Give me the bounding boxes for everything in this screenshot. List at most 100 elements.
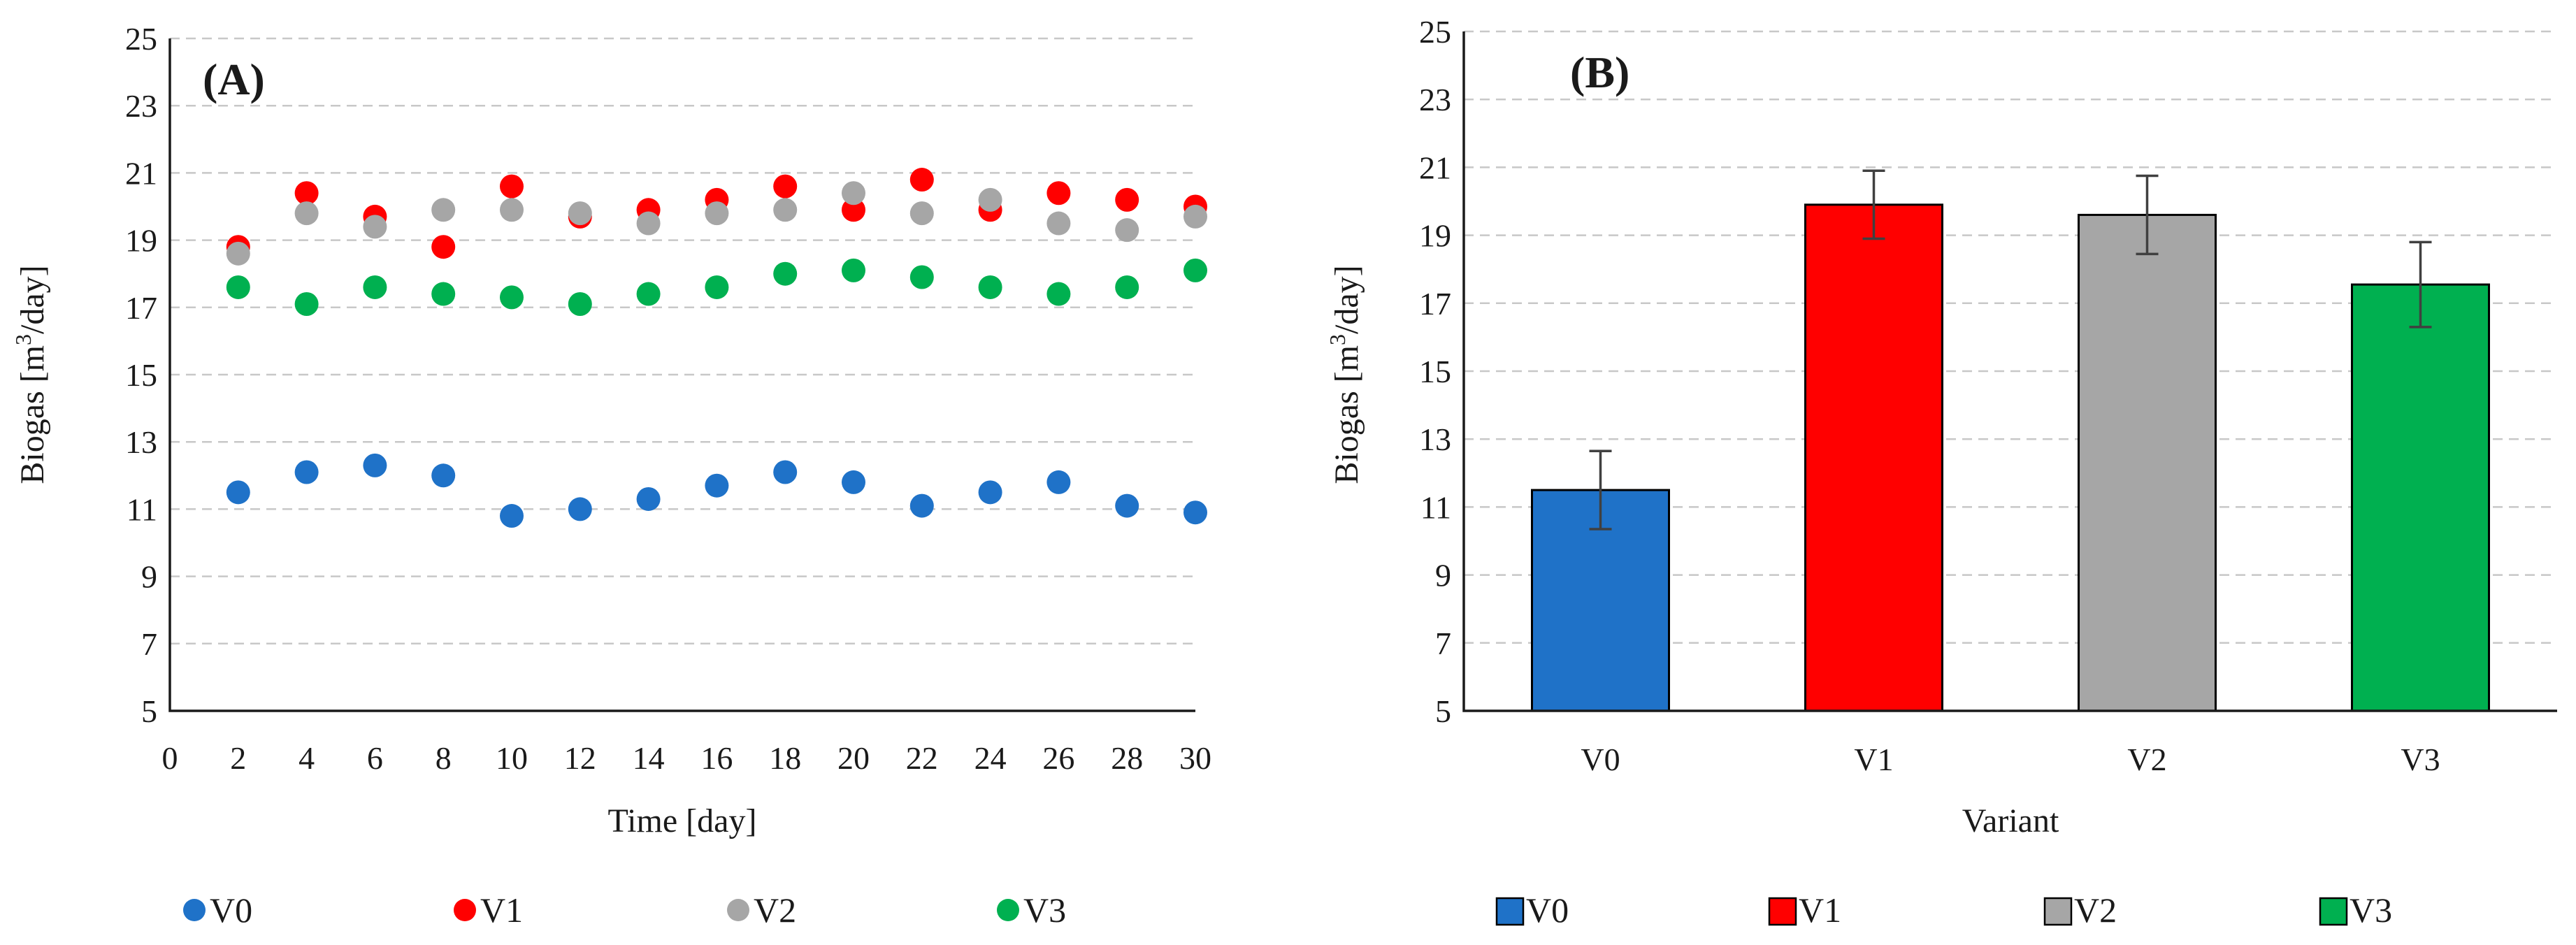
panel-a-point-v3[interactable] <box>294 291 319 316</box>
panel-b-axes <box>1462 31 2557 712</box>
panel-a-point-v2[interactable] <box>568 201 592 226</box>
panel-a-point-v1[interactable] <box>773 174 798 199</box>
panel-a-point-v1[interactable] <box>294 181 319 205</box>
panel-a-y-tick-label: 19 <box>125 223 157 259</box>
panel-a-point-v0[interactable] <box>568 497 592 521</box>
panel-a-point-v0[interactable] <box>1046 470 1071 494</box>
panel-a-x-tick-labels: 0 2 4 6 8 10 12 14 16 18 20 22 24 26 28 30 <box>162 740 1212 776</box>
panel-a-point-v2[interactable] <box>909 201 934 226</box>
panel-a-point-v1[interactable] <box>909 168 934 192</box>
panel-a-legend-marker-v1 <box>454 899 476 921</box>
panel-b-legend-item-v0[interactable]: V0 <box>1495 890 1569 930</box>
panel-b-legend-item-v1[interactable]: V1 <box>1768 890 1841 930</box>
panel-a-legend-label-v2: V2 <box>754 890 796 930</box>
panel-a-point-v2[interactable] <box>226 241 250 266</box>
panel-b-legend-label-v2: V2 <box>2074 890 2117 930</box>
panel-a-point-v0[interactable] <box>909 493 934 518</box>
panel-a-point-v3[interactable] <box>636 282 661 306</box>
panel-a-point-v0[interactable] <box>636 486 661 511</box>
panel-a-point-v2[interactable] <box>842 181 865 205</box>
panel-b-y-tick-label: 17 <box>1419 286 1451 322</box>
panel-a-legend-item-v0[interactable]: V0 <box>183 890 252 930</box>
panel-b-x-tick-label: V2 <box>2127 742 2166 777</box>
panel-a-point-v1[interactable] <box>842 198 865 222</box>
panel-a-point-v0[interactable] <box>431 463 456 488</box>
panel-b-label: (B) <box>1570 48 1629 97</box>
panel-a-point-v2[interactable] <box>705 201 729 226</box>
panel-a-point-v2[interactable] <box>636 211 661 236</box>
panel-a-point-v1[interactable] <box>1115 187 1139 212</box>
panel-a-point-v0[interactable] <box>705 473 729 498</box>
panel-a-legend-item-v3[interactable]: V3 <box>997 890 1066 930</box>
panel-a-point-v0[interactable] <box>842 470 865 494</box>
panel-b-bar-v2[interactable] <box>2078 213 2217 712</box>
panel-a-point-v2[interactable] <box>1115 218 1139 243</box>
panel-b-y-tick-labels: 5 7 9 11 13 15 17 19 21 23 25 <box>1419 14 1451 729</box>
panel-a-point-v3[interactable] <box>978 275 1002 299</box>
panel-a-x-tick-label: 26 <box>1042 740 1074 776</box>
panel-b-y-tick-label: 19 <box>1419 218 1451 254</box>
panel-a-point-v2[interactable] <box>1046 211 1071 236</box>
panel-a-y-tick-label: 17 <box>125 290 157 326</box>
panel-b-error-bar-v0 <box>1589 449 1612 531</box>
panel-a-point-v3[interactable] <box>773 261 798 286</box>
panel-b-y-tick-label: 9 <box>1435 558 1451 593</box>
panel-b-legend-swatch-v1 <box>1768 897 1797 926</box>
panel-b-bar-chart: 5 7 9 11 13 15 17 19 21 23 25 V0 V1 V2 V3 (B) Variant… <box>1325 14 2557 930</box>
panel-a-point-v2[interactable] <box>431 198 456 222</box>
panel-a-x-tick-label: 28 <box>1111 740 1143 776</box>
panel-a-y-tick-label: 13 <box>125 424 157 460</box>
panel-a-point-v0[interactable] <box>1183 500 1207 525</box>
panel-b-legend-item-v3[interactable]: V3 <box>2319 890 2392 930</box>
panel-a-point-v0[interactable] <box>978 480 1002 505</box>
panel-b-bar-v1[interactable] <box>1804 203 1943 712</box>
panel-a-point-v3[interactable] <box>568 291 592 316</box>
panel-a-point-v3[interactable] <box>705 275 729 299</box>
panel-a-point-v3[interactable] <box>1115 275 1139 299</box>
panel-a-point-v0[interactable] <box>294 460 319 484</box>
panel-b-bar-v3[interactable] <box>2351 283 2490 712</box>
panel-a-x-tick-label: 16 <box>700 740 733 776</box>
panel-b-x-tick-labels: V0 V1 V2 V3 <box>1581 742 2440 777</box>
panel-b-y-tick-label: 21 <box>1419 150 1451 185</box>
panel-a-point-v3[interactable] <box>500 285 524 310</box>
panel-a-point-v2[interactable] <box>363 215 387 239</box>
panel-b-legend: V0 V1 V2 V3 <box>1495 890 2392 930</box>
panel-b-x-tick-label: V1 <box>1854 742 1893 777</box>
panel-a-point-v3[interactable] <box>1046 282 1071 306</box>
panel-a-x-tick-label: 10 <box>496 740 528 776</box>
panel-a-x-tick-label: 30 <box>1179 740 1211 776</box>
panel-a-point-v1[interactable] <box>500 174 524 199</box>
panel-a-x-tick-label: 0 <box>162 740 178 776</box>
panel-a-legend-item-v1[interactable]: V1 <box>454 890 523 930</box>
panel-a-point-v0[interactable] <box>363 453 387 477</box>
panel-a-point-v0[interactable] <box>500 504 524 528</box>
panel-a-y-tick-label: 9 <box>141 559 157 595</box>
panel-a-point-v2[interactable] <box>294 201 319 226</box>
panel-b-legend-swatch-v3 <box>2319 897 2348 926</box>
panel-a-point-v3[interactable] <box>842 258 865 282</box>
panel-a-point-v0[interactable] <box>226 480 250 505</box>
panel-a-point-v1[interactable] <box>1046 181 1071 205</box>
panel-a-legend-item-v2[interactable]: V2 <box>727 890 796 930</box>
panel-a-point-v2[interactable] <box>500 198 524 222</box>
panel-a-point-v2[interactable] <box>1183 204 1207 229</box>
panel-a-point-v3[interactable] <box>909 265 934 289</box>
panel-b-legend-item-v2[interactable]: V2 <box>2043 890 2117 930</box>
panel-a-point-v0[interactable] <box>773 460 798 484</box>
panel-a-point-v3[interactable] <box>1183 258 1207 282</box>
panel-a-point-v3[interactable] <box>226 275 250 299</box>
panel-a-point-v1[interactable] <box>431 235 456 259</box>
panel-b-y-tick-label: 23 <box>1419 82 1451 117</box>
panel-a-label: (A) <box>203 55 265 104</box>
panel-a-point-v0[interactable] <box>1115 493 1139 518</box>
panel-a-point-v3[interactable] <box>363 275 387 299</box>
panel-a-y-tick-label: 5 <box>141 693 157 729</box>
panel-a-point-v3[interactable] <box>431 282 456 306</box>
panel-b-y-tick-label: 11 <box>1420 489 1451 525</box>
panel-a-point-v2[interactable] <box>773 198 798 222</box>
panel-a-point-v2[interactable] <box>978 187 1002 212</box>
panel-b-legend-swatch-v0 <box>1495 897 1525 926</box>
